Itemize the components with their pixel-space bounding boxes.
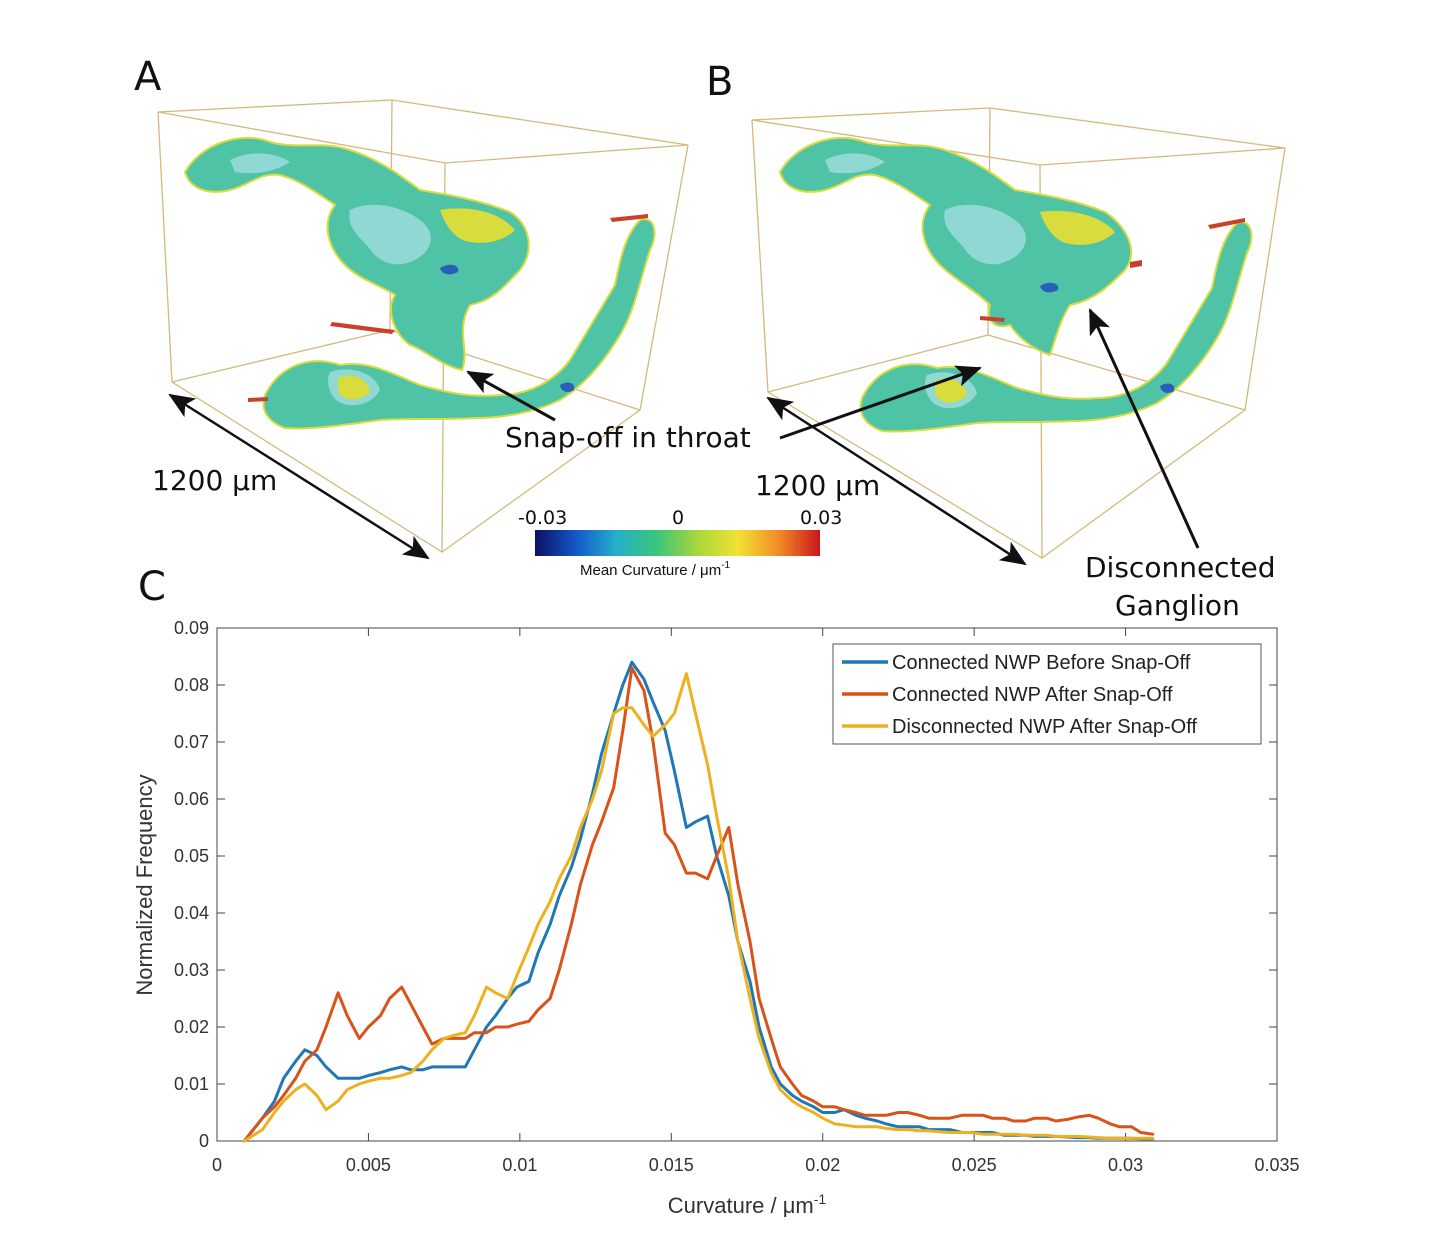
panel-letter-c: C xyxy=(138,564,166,610)
y-tick-label: 0 xyxy=(199,1131,209,1151)
y-tick-label: 0.09 xyxy=(174,618,209,638)
legend-entry-2: Connected NWP After Snap-Off xyxy=(892,684,1173,706)
annotation-arrows xyxy=(168,308,1200,566)
x-tick-label: 0.02 xyxy=(805,1155,840,1175)
y-tick-label: 0.08 xyxy=(174,675,209,695)
arrow-ganglion xyxy=(1088,308,1200,549)
y-tick-label: 0.02 xyxy=(174,1017,209,1037)
colorbar-min-label: -0.03 xyxy=(518,507,567,529)
y-tick-label: 0.01 xyxy=(174,1074,209,1094)
series-line-3 xyxy=(242,672,1155,1143)
scale-arrow-b xyxy=(766,396,1027,566)
x-tick-label: 0.005 xyxy=(346,1155,391,1175)
y-tick-label: 0.07 xyxy=(174,732,209,752)
x-tick-label: 0.03 xyxy=(1108,1155,1143,1175)
render-panel-a xyxy=(157,99,689,554)
panel-letter-b: B xyxy=(706,59,733,105)
series-lines xyxy=(242,660,1155,1143)
legend-entry-3: Disconnected NWP After Snap-Off xyxy=(892,716,1197,738)
pore-surface-a xyxy=(183,136,656,430)
pore-surface-b xyxy=(778,136,1253,433)
scale-label-a: 1200 μm xyxy=(152,464,277,497)
panel-letter-a: A xyxy=(134,54,162,100)
y-tick-label: 0.06 xyxy=(174,789,209,809)
ganglion-label-line1: Disconnected xyxy=(1085,551,1276,584)
x-tick-label: 0.01 xyxy=(502,1155,537,1175)
ganglion-label-line2: Ganglion xyxy=(1115,589,1240,622)
legend: Connected NWP Before Snap-Off Connected N… xyxy=(832,643,1262,745)
x-tick-label: 0 xyxy=(212,1155,222,1175)
axis-ticks: 0 0.005 0.01 0.015 0.02 0.025 0.03 0.035 0 0.01 0.… xyxy=(174,618,1300,1175)
x-tick-label: 0.035 xyxy=(1254,1155,1299,1175)
colorbar: -0.03 0 0.03 Mean Curvature / μm-1 xyxy=(518,507,842,579)
colorbar-mid-label: 0 xyxy=(672,507,684,529)
arrow-snapoff-a xyxy=(466,370,556,422)
y-tick-label: 0.05 xyxy=(174,846,209,866)
colorbar-title: Mean Curvature / μm-1 xyxy=(580,560,731,579)
scale-arrow-a xyxy=(168,393,430,560)
x-tick-label: 0.025 xyxy=(952,1155,997,1175)
y-tick-label: 0.03 xyxy=(174,960,209,980)
x-tick-label: 0.015 xyxy=(649,1155,694,1175)
colorbar-max-label: 0.03 xyxy=(800,507,842,529)
colorbar-gradient-bar xyxy=(535,530,820,556)
curvature-chart: 0 0.005 0.01 0.015 0.02 0.025 0.03 0.035 0 0.01 0.… xyxy=(132,618,1300,1218)
y-axis-label: Normalized Frequency xyxy=(132,774,157,995)
legend-entry-1: Connected NWP Before Snap-Off xyxy=(892,652,1191,674)
y-tick-label: 0.04 xyxy=(174,903,209,923)
legend-box xyxy=(832,643,1262,745)
series-line-2 xyxy=(242,666,1155,1143)
snap-off-label: Snap-off in throat xyxy=(505,421,751,454)
x-axis-label: Curvature / μm-1 xyxy=(668,1191,827,1218)
scale-label-b: 1200 μm xyxy=(755,469,880,502)
